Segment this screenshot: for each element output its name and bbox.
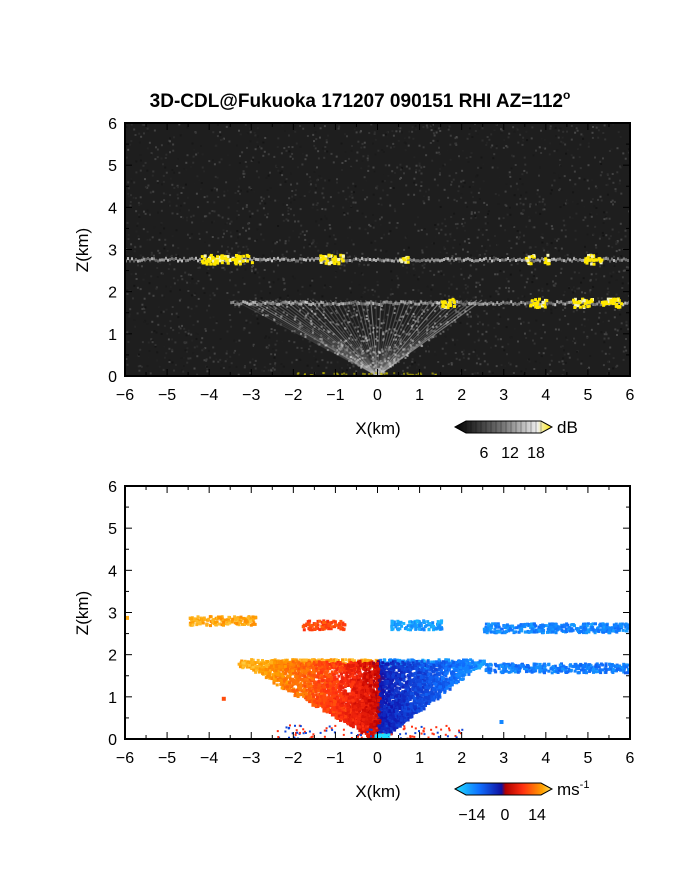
intensity-y-axis-label: Z(km) xyxy=(73,228,92,272)
doppler-colorbar-tick-label: 0 xyxy=(501,807,510,824)
x-tick-label: 1 xyxy=(415,387,424,404)
doppler-colorbar-tick-label: −14 xyxy=(458,807,485,824)
y-tick-label: 4 xyxy=(108,563,117,580)
doppler-colorbar: ms-1 −14 0 14 xyxy=(453,779,589,824)
intensity-colorbar-bar xyxy=(453,420,554,434)
y-tick-label: 4 xyxy=(108,200,117,217)
y-tick-label: 3 xyxy=(108,243,117,260)
x-tick-label: 0 xyxy=(373,750,382,767)
y-tick-label: 0 xyxy=(108,732,117,749)
doppler-colorbar-unit: ms-1 xyxy=(557,779,589,799)
intensity-noise xyxy=(125,123,630,376)
y-tick-label: 2 xyxy=(108,648,117,665)
doppler-axes: −6 −5 −4 −3 −2 −1 0 1 2 3 4 5 6 0 1 2 3 4 5 6 xyxy=(108,479,634,767)
x-tick-label: 4 xyxy=(541,750,550,767)
x-tick-label: −5 xyxy=(158,387,176,404)
doppler-panel: −6 −5 −4 −3 −2 −1 0 1 2 3 4 5 6 0 1 2 3 4 5 6 Z(km) X(km) m… xyxy=(73,479,635,824)
x-tick-label: 5 xyxy=(583,387,592,404)
x-tick-label: 2 xyxy=(457,387,466,404)
intensity-colorbar-tick-label: 6 xyxy=(480,445,489,462)
x-tick-label: −2 xyxy=(284,750,302,767)
intensity-plot-background xyxy=(125,123,630,376)
y-tick-label: 0 xyxy=(108,369,117,386)
x-tick-label: 2 xyxy=(457,750,466,767)
y-tick-label: 1 xyxy=(108,690,117,707)
y-tick-label: 1 xyxy=(108,327,117,344)
chart-title: 3D-CDL@Fukuoka 171207 090151 RHI AZ=112o xyxy=(150,88,571,112)
x-tick-label: −3 xyxy=(242,750,260,767)
x-tick-label: 5 xyxy=(583,750,592,767)
x-tick-label: −1 xyxy=(326,750,344,767)
doppler-y-axis-label: Z(km) xyxy=(73,591,92,635)
x-tick-label: −4 xyxy=(200,387,218,404)
doppler-velocity-field xyxy=(125,615,630,739)
x-tick-label: −5 xyxy=(158,750,176,767)
intensity-colorbar-unit: dB xyxy=(557,418,578,437)
x-tick-label: −3 xyxy=(242,387,260,404)
x-tick-label: 1 xyxy=(415,750,424,767)
y-tick-label: 2 xyxy=(108,285,117,302)
intensity-cloud-layers xyxy=(125,253,630,376)
doppler-colorbar-tick-label: 14 xyxy=(528,807,546,824)
x-tick-label: −6 xyxy=(116,750,134,767)
x-tick-label: −1 xyxy=(326,387,344,404)
intensity-colorbar-tick-label: 12 xyxy=(501,445,519,462)
y-tick-label: 6 xyxy=(108,116,117,133)
intensity-colorbar-tick-label: 18 xyxy=(527,445,545,462)
x-tick-label: 3 xyxy=(499,387,508,404)
y-tick-label: 5 xyxy=(108,521,117,538)
x-tick-label: 6 xyxy=(626,750,635,767)
intensity-colorbar-tick-marks xyxy=(465,421,542,433)
y-tick-label: 5 xyxy=(108,158,117,175)
y-tick-label: 6 xyxy=(108,479,117,496)
x-tick-label: −6 xyxy=(116,387,134,404)
x-tick-label: 3 xyxy=(499,750,508,767)
x-tick-label: 0 xyxy=(373,387,382,404)
x-tick-label: 6 xyxy=(626,387,635,404)
intensity-colorbar: dB 6 12 18 xyxy=(453,418,578,462)
x-tick-label: −2 xyxy=(284,387,302,404)
intensity-beam-fan xyxy=(234,299,487,376)
x-tick-label: −4 xyxy=(200,750,218,767)
intensity-axes: −6 −5 −4 −3 −2 −1 0 1 2 3 4 5 6 0 1 2 3 4 5 6 xyxy=(108,116,634,404)
intensity-x-axis-label: X(km) xyxy=(355,419,400,438)
doppler-x-axis-label: X(km) xyxy=(355,782,400,801)
x-tick-label: 4 xyxy=(541,387,550,404)
y-tick-label: 3 xyxy=(108,606,117,623)
doppler-colorbar-bar xyxy=(453,782,554,796)
